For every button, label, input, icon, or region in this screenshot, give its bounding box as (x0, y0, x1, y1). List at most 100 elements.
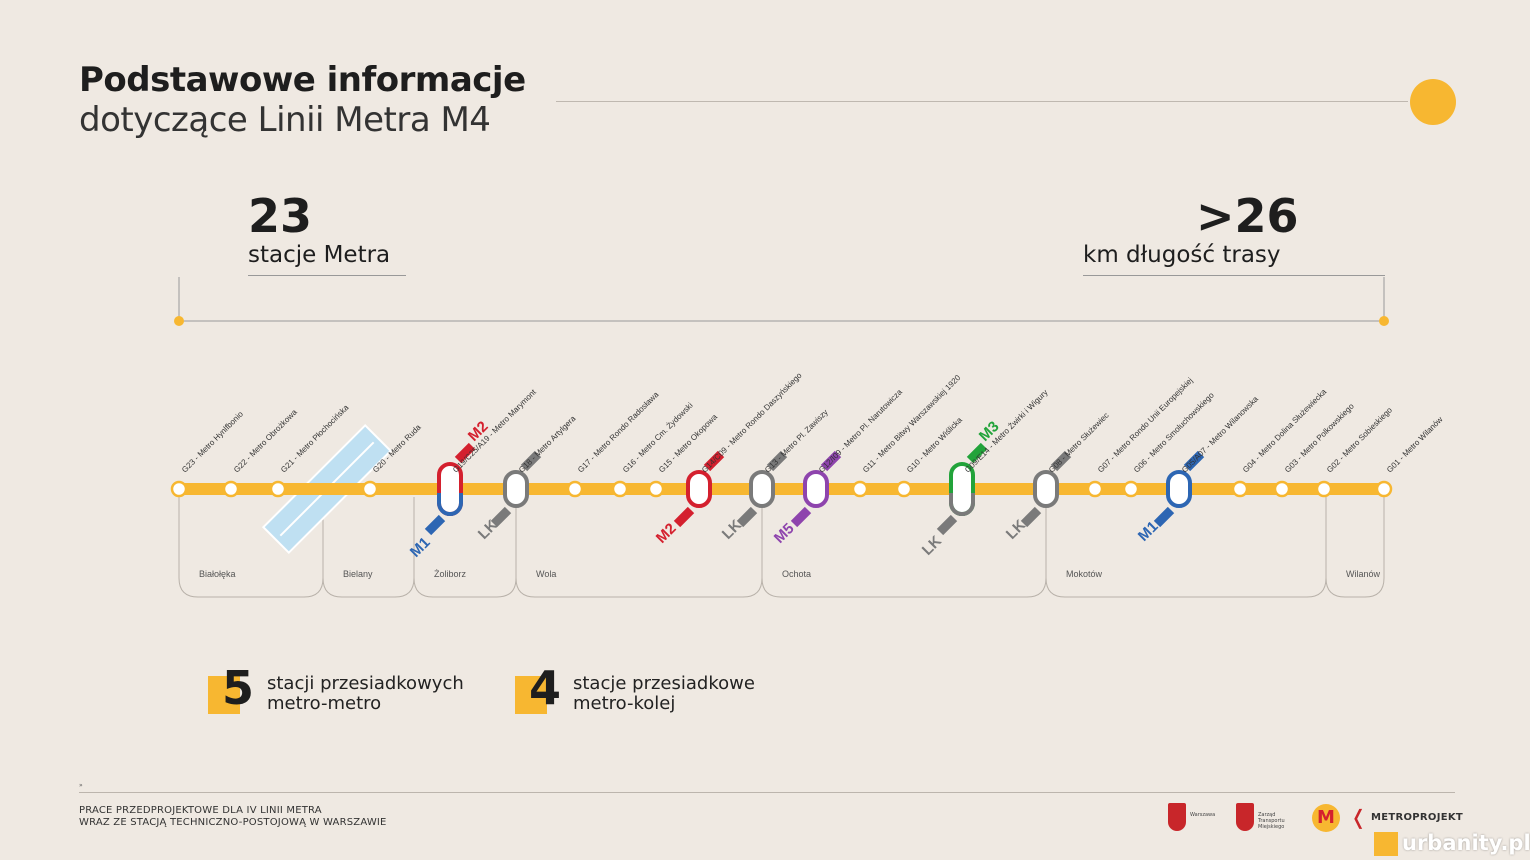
footer-line1: PRACE PRZEDPROJEKTOWE DLA IV LINII METRA (79, 805, 322, 816)
transfer-line-label: M1 (407, 534, 434, 561)
district-label: Bielany (343, 569, 373, 579)
count-accent-metro (208, 676, 240, 714)
count-accent-rail (515, 676, 547, 714)
transfer-bar (703, 450, 725, 472)
station-label: G03 - Metro Polkowskiego (1283, 401, 1356, 474)
ztm-coat-of-arms-icon (1236, 803, 1254, 831)
count-metro-label2: metro-metro (267, 693, 382, 714)
span-bracket (178, 277, 1385, 322)
transfer-station (749, 470, 775, 508)
station-dot (1086, 480, 1104, 498)
transfer-station-lower (949, 493, 975, 516)
transfer-line-label: M2 (653, 520, 680, 547)
transfer-bar (424, 514, 446, 536)
watermark-bars-icon (1374, 832, 1398, 856)
station-dot (1231, 480, 1249, 498)
station-label: G17 - Metro Rondo Radosława (576, 390, 661, 475)
district-area (178, 497, 324, 598)
district-area (322, 497, 415, 598)
station-label: G12/I09 - Metro Pl. Narutowicza (817, 387, 904, 474)
transfer-station (1033, 470, 1059, 508)
station-label: G01 - Metro Wilanów (1385, 415, 1445, 475)
warsaw-coat-of-arms-icon (1168, 803, 1186, 831)
station-dot (170, 480, 188, 498)
station-dot (647, 480, 665, 498)
span-end-dot (1379, 316, 1389, 326)
footer-divider (79, 792, 1455, 793)
page-title: Podstawowe informacje (79, 60, 526, 100)
station-dot (1315, 480, 1333, 498)
transfer-bar (1020, 506, 1042, 528)
transfer-bar (936, 514, 958, 536)
district-label: Żoliborz (434, 569, 467, 579)
district-label: Ochota (782, 569, 811, 579)
station-label: G18 - Metro Artylgera (517, 414, 578, 475)
stations-count: 23 (248, 189, 313, 243)
district-area (1045, 497, 1327, 598)
header-divider (556, 101, 1408, 102)
transfer-bar (1153, 506, 1175, 528)
transfer-station (1166, 470, 1192, 508)
transfer-line-label: M5 (771, 520, 798, 547)
span-start-dot (174, 316, 184, 326)
count-rail-label1: stacje przesiadkowe (573, 673, 755, 694)
count-rail-label2: metro-kolej (573, 693, 676, 714)
transfer-station (686, 470, 712, 508)
footer-mark: » (79, 782, 83, 789)
transfer-bar (820, 450, 842, 472)
footer-line2: WRAZ ZE STACJĄ TECHNICZNO-POSTOJOWĄ W WA… (79, 817, 387, 828)
header-accent-dot (1410, 79, 1456, 125)
stations-count-label: stacje Metra (248, 242, 391, 268)
transfer-bar (490, 506, 512, 528)
transfer-line-label: LK (919, 533, 945, 559)
district-label: Wilanów (1346, 569, 1381, 579)
metroprojekt-logo: METROPROJEKT (1371, 812, 1464, 823)
transfer-bar (1183, 450, 1205, 472)
district-label: Wola (536, 569, 556, 579)
transfer-bar (766, 450, 788, 472)
station-dot (895, 480, 913, 498)
count-metro-number: 5 (222, 661, 255, 715)
transfer-station (503, 470, 529, 508)
district-area (413, 497, 517, 598)
logo-warszawa-text: Warszawa (1190, 812, 1216, 818)
transfer-bar (673, 506, 695, 528)
station-dot (222, 480, 240, 498)
station-label: G14/C09 - Metro Rondo Daszyńskiego (700, 371, 804, 475)
transfer-bar (1050, 450, 1072, 472)
station-label: G06 - Metro Smoluchowskiego (1132, 390, 1216, 474)
watermark: urbanity.pl (1402, 831, 1530, 855)
page-subtitle: dotyczące Linii Metra M4 (79, 100, 491, 140)
length-underline (1083, 275, 1385, 276)
station-dot (1375, 480, 1393, 498)
transfer-station-lower (437, 493, 463, 516)
station-dot (611, 480, 629, 498)
station-label: G11 - Metro Bitwy Warszawskiej 1920 (861, 373, 963, 475)
station-dot (269, 480, 287, 498)
transfer-bar (454, 442, 476, 464)
count-metro-label1: stacji przesiadkowych (267, 673, 464, 694)
station-dot (851, 480, 869, 498)
district-label: Białołęka (199, 569, 236, 579)
district-label: Mokotów (1066, 569, 1103, 579)
transfer-bar (966, 442, 988, 464)
length-value: >26 (1196, 189, 1299, 243)
station-dot (1122, 480, 1140, 498)
footer-text: PRACE PRZEDPROJEKTOWE DLA IV LINII METRA… (79, 805, 387, 829)
length-label: km długość trasy (1083, 242, 1281, 268)
transfer-station (803, 470, 829, 508)
stations-underline (248, 275, 406, 276)
district-area (515, 497, 763, 598)
district-area (1325, 497, 1385, 598)
count-rail-number: 4 (529, 661, 562, 715)
station-dot (566, 480, 584, 498)
transfer-bar (520, 450, 542, 472)
transfer-bar (790, 506, 812, 528)
station-label: G09/E14 - Metro Żwirki i Wigury (963, 388, 1050, 475)
transfer-bar (736, 506, 758, 528)
metro-logo-icon: M (1312, 804, 1340, 832)
logo-ztm-text: Zarząd Transportu Miejskiego (1258, 812, 1285, 830)
station-dot (1273, 480, 1291, 498)
district-area (761, 497, 1047, 598)
